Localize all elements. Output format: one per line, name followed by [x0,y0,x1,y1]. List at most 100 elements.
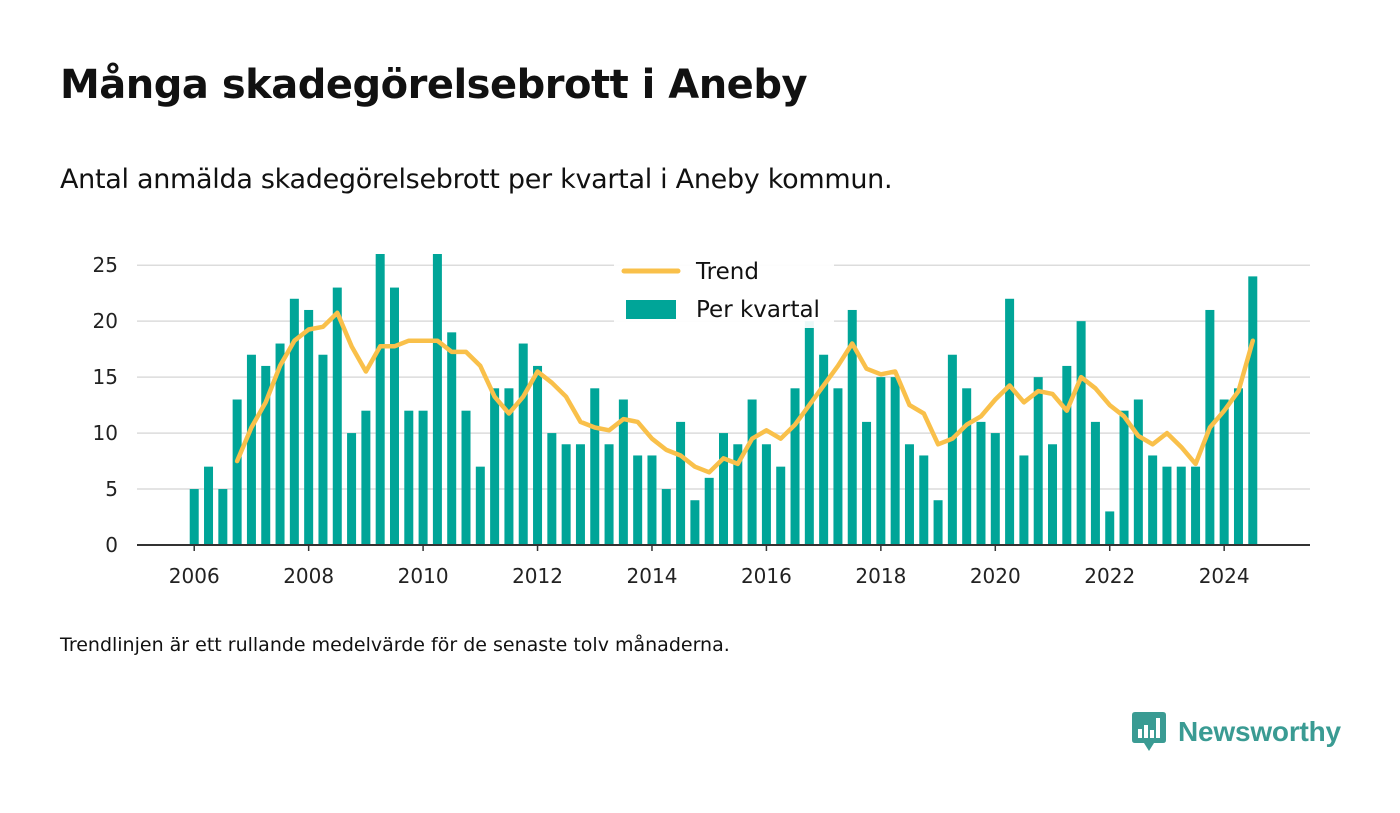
bar [533,365,543,545]
bar [447,332,457,545]
x-tick-label: 2010 [398,564,449,588]
bar [304,309,314,545]
bar [633,455,643,545]
bar [819,354,829,545]
bar [919,455,929,545]
bar [761,444,771,545]
bar [189,489,199,545]
bar [890,377,900,545]
newsworthy-logo-icon [1132,712,1166,751]
bar [561,444,571,545]
bar [246,354,256,545]
brand-name: Newsworthy [1178,716,1341,747]
bar [947,354,957,545]
bar [361,410,371,545]
bar [1148,455,1158,545]
bar [876,377,886,545]
legend-bar-label: Per kvartal [696,297,820,323]
x-tick-label: 2006 [169,564,220,588]
bar [647,455,657,545]
bar [1019,455,1029,545]
bar [332,287,342,545]
bar [804,321,814,545]
legend: Trend Per kvartal [614,254,834,328]
bar [933,500,943,545]
bar [962,388,972,545]
bar [418,410,428,545]
bar [661,489,671,545]
footnote: Trendlinjen är ett rullande medelvärde f… [60,634,730,656]
legend-trend-label: Trend [695,259,759,285]
bar [504,388,514,545]
bar [719,433,728,545]
bar [1033,377,1043,545]
bar [275,343,285,545]
bar [1233,388,1243,545]
bar [1062,365,1072,545]
trend-line [234,310,1256,475]
y-tick-label: 0 [105,533,118,557]
y-tick-label: 10 [93,421,118,445]
x-tick-label: 2014 [627,564,678,588]
bar [432,254,442,545]
bar [347,433,357,545]
brand: Newsworthy [1132,712,1341,752]
bar [475,466,485,545]
y-tick-label: 20 [93,309,118,333]
bar [1176,466,1186,545]
chart-area: 0 5 10 15 20 25 2006 2008 2010 2012 2014 2016 2018 20… [93,253,1310,588]
bar [375,254,385,545]
bar [404,410,414,545]
bar [833,388,843,545]
legend-bar-swatch [626,300,676,319]
bar [1162,466,1172,545]
bar [590,388,600,545]
bar [747,399,757,545]
bar [547,433,557,545]
bar [862,421,872,545]
bar [618,399,628,545]
y-tick-label: 5 [105,477,118,501]
bar [1219,399,1229,545]
bar [1076,321,1086,545]
x-tick-label: 2018 [855,564,906,588]
bar [575,444,585,545]
bar [1090,421,1100,545]
bar [990,433,1000,545]
bar [289,298,299,545]
bar [1191,466,1201,545]
bar [704,477,714,545]
bar [790,388,800,545]
chart-title: Många skadegörelsebrott i Aneby [60,62,808,108]
bar [976,421,986,545]
bar [389,287,399,545]
bar [733,444,743,545]
bar [232,399,242,545]
x-tick-label: 2016 [741,564,792,588]
bar [676,421,686,545]
bar [847,309,857,545]
y-tick-label: 25 [93,253,118,277]
bar [690,500,700,545]
x-tick-label: 2012 [512,564,563,588]
x-tick-label: 2020 [970,564,1021,588]
axes: 0 5 10 15 20 25 2006 2008 2010 2012 2014 2016 2018 20… [93,253,1310,588]
bar [1005,298,1015,545]
chart-subtitle: Antal anmälda skadegörelsebrott per kvar… [60,164,893,195]
bar [1105,511,1115,545]
bar [261,365,271,545]
x-tick-label: 2024 [1199,564,1250,588]
bar [490,388,500,545]
bar [318,354,328,545]
bar [1048,444,1058,545]
bar [1119,410,1129,545]
bar [904,444,914,545]
y-tick-label: 15 [93,365,118,389]
x-tick-label: 2022 [1084,564,1135,588]
trend-series [234,310,1256,475]
bar [461,410,471,545]
bar [1248,276,1258,545]
x-tick-label: 2008 [283,564,334,588]
bar [1133,399,1143,545]
bar [204,466,214,545]
